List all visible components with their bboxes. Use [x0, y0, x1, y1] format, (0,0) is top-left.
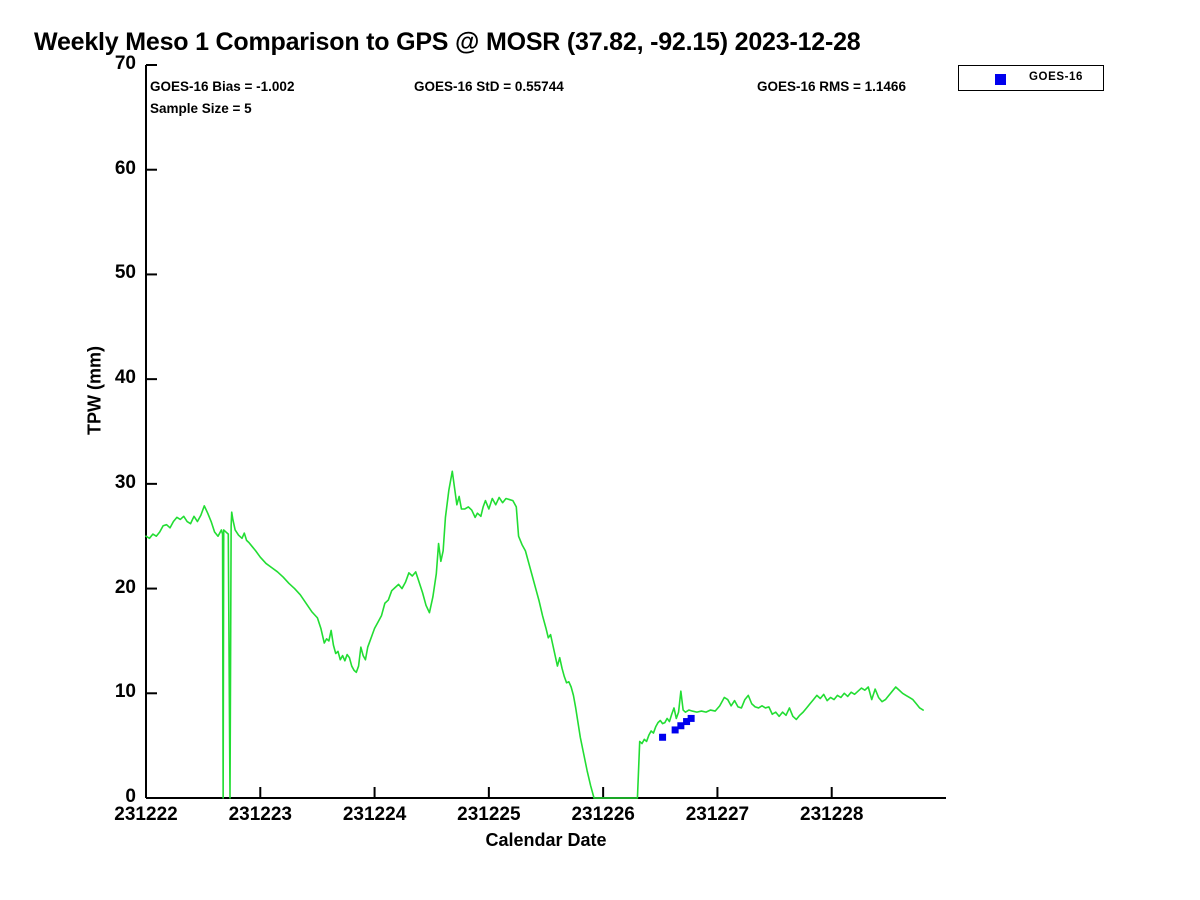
x-axis-tick-label: 231223 — [228, 804, 292, 825]
x-axis-tick-label: 231227 — [685, 804, 750, 825]
x-axis-tick-label: 231226 — [571, 804, 635, 825]
series-gps-line — [145, 470, 924, 799]
chart-title: Weekly Meso 1 Comparison to GPS @ MOSR (… — [34, 28, 861, 56]
y-axis-tick-label: 70 — [114, 53, 136, 74]
series-line-gps — [145, 470, 924, 799]
data-point-marker — [659, 733, 667, 741]
x-axis-label: Calendar Date — [485, 830, 607, 850]
data-point-marker — [677, 722, 685, 730]
legend-label-goes16: GOES-16 — [1029, 71, 1084, 83]
stat-sample-size: Sample Size = 5 — [150, 101, 252, 116]
x-axis-ticks — [145, 787, 833, 798]
y-axis-label: TPW (mm) — [84, 346, 105, 435]
x-axis-tick-label: 231228 — [800, 804, 864, 825]
x-axis-tick-label: 231222 — [114, 804, 178, 825]
y-axis-tick-label: 60 — [114, 157, 136, 179]
data-point-marker — [683, 718, 691, 726]
stat-bias: GOES-16 Bias = -1.002 — [150, 79, 295, 94]
stat-std: GOES-16 StD = 0.55744 — [414, 79, 564, 94]
x-axis-tick-label: 231225 — [457, 804, 521, 825]
axes — [145, 65, 946, 799]
plot-svg — [145, 64, 946, 799]
y-axis-tick-label: 50 — [114, 262, 136, 284]
y-axis-tick-label: 30 — [114, 471, 136, 493]
y-axis-tick-label: 20 — [114, 576, 136, 598]
series-goes16-markers — [659, 714, 695, 741]
data-point-marker — [671, 726, 679, 734]
y-axis-tick-label: 40 — [114, 367, 136, 389]
y-axis-ticks — [146, 64, 157, 799]
plot-area — [145, 64, 946, 799]
stat-rms: GOES-16 RMS = 1.1466 — [757, 79, 906, 94]
legend-box: GOES-16 — [958, 65, 1104, 91]
y-axis-tick-label: 10 — [114, 681, 136, 703]
x-axis-tick-label: 231224 — [342, 804, 407, 825]
legend-swatch-goes16 — [995, 74, 1006, 85]
y-axis-tick-label: 0 — [125, 786, 136, 807]
data-point-marker — [687, 714, 695, 722]
